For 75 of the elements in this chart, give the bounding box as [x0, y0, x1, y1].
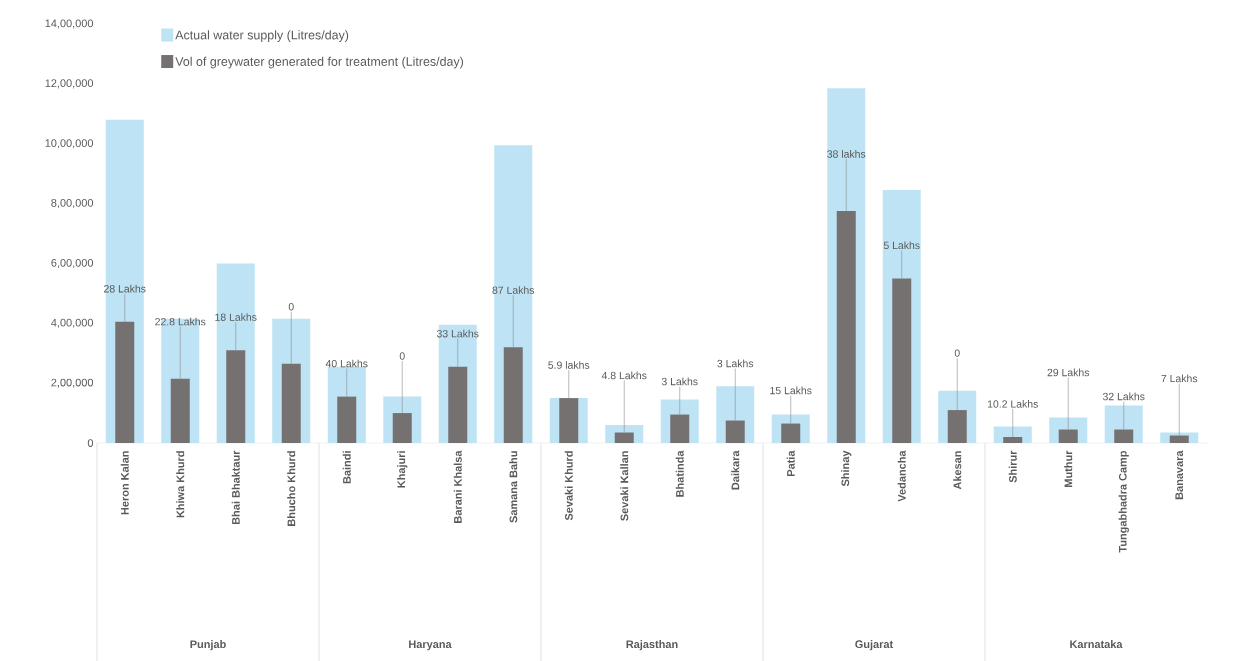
- annotation: 4.8 Lakhs: [601, 371, 647, 380]
- x-tick-label: Samana Bahu: [509, 451, 518, 523]
- annotation: 7 Lakhs: [1161, 374, 1198, 383]
- x-tick-label: Tungabhadra Camp: [1118, 450, 1129, 553]
- bar: [614, 432, 634, 443]
- x-tick-label: Banavara: [1175, 450, 1184, 500]
- bar: [781, 423, 801, 443]
- x-tick-label: Akesan: [953, 451, 962, 490]
- text: Gujarat: [855, 640, 894, 651]
- x-tick-label: Bhai Bhaktaur: [231, 450, 240, 525]
- annotation: 3 Lakhs: [717, 359, 754, 368]
- y-tick-label: 14,00,000: [45, 19, 94, 29]
- annotation: 0: [288, 302, 294, 311]
- x-tick-label: Shirur: [1008, 450, 1017, 483]
- y-tick-label: 12,00,000: [45, 79, 94, 89]
- bar: [1169, 435, 1189, 443]
- bar: [1114, 429, 1134, 443]
- x-tick-label: Muthur: [1064, 450, 1073, 487]
- bar: [281, 363, 301, 443]
- bar: [115, 321, 135, 443]
- annotation: 5 Lakhs: [883, 241, 920, 250]
- bar: [892, 278, 912, 443]
- y-tick-label: 8,00,000: [51, 199, 94, 209]
- annotation: 0: [399, 352, 405, 360]
- annotation: 15 Lakhs: [770, 386, 812, 395]
- annotation: 0: [954, 349, 960, 357]
- y-tick-label: 6,00,000: [51, 258, 94, 268]
- x-tick-label: Bhucho Khurd: [287, 451, 296, 526]
- annotation: 3 Lakhs: [661, 377, 698, 386]
- x-tick-label: Sevaki Kallan: [620, 451, 629, 521]
- x-tick-label: Vedancha: [897, 450, 906, 502]
- bar: [448, 366, 468, 443]
- x-tick-label: Baindi: [342, 451, 351, 484]
- text: Rajasthan: [626, 640, 678, 651]
- x-tick-label: Khiwa Khurd: [176, 451, 185, 518]
- bar: [947, 410, 967, 443]
- y-tick-label: 0: [87, 439, 94, 447]
- x-tick-label: Sevaki Khurd: [564, 451, 573, 521]
- annotation: 5.9 lakhs: [548, 361, 590, 369]
- annotation: 38 lakhs: [827, 150, 866, 158]
- bar: [503, 347, 523, 443]
- y-tick-label: 2,00,000: [51, 378, 94, 388]
- annotation: 87 Lakhs: [492, 286, 535, 294]
- bar: [226, 350, 246, 443]
- y-tick-label: 4,00,000: [51, 318, 94, 328]
- y-tick-label: 10,00,000: [45, 139, 94, 149]
- annotation: 18 Lakhs: [215, 313, 257, 321]
- annotation: 10.2 Lakhs: [987, 400, 1038, 408]
- bar: [1003, 437, 1023, 443]
- legend-label: Vol of greywater generated for treatment (Litres/day): [175, 56, 464, 69]
- annotation: 40 Lakhs: [325, 359, 368, 368]
- text: Punjab: [190, 640, 226, 651]
- legend-label: Actual water supply (Litres/day): [175, 30, 349, 42]
- annotation: 32 Lakhs: [1102, 392, 1145, 401]
- x-tick-label: Daikara: [731, 450, 740, 490]
- x-tick-label: Shinay: [841, 450, 852, 487]
- annotation: 29 Lakhs: [1047, 368, 1090, 377]
- bar: [670, 414, 690, 443]
- bar: [836, 211, 856, 443]
- text: Haryana: [409, 640, 452, 651]
- x-tick-label: Patia: [786, 450, 795, 476]
- annotation: 33 Lakhs: [436, 329, 479, 338]
- annotation: 22.8 Lakhs: [155, 317, 206, 326]
- bar: [559, 398, 579, 443]
- x-tick-label: Khajuri: [397, 451, 408, 488]
- x-tick-label: Heron Kalan: [120, 451, 129, 515]
- bar: [392, 413, 412, 443]
- x-tick-label: Barani Khalsa: [453, 450, 462, 523]
- text: Karnataka: [1070, 640, 1123, 649]
- bar: [337, 396, 357, 443]
- bar: [1058, 429, 1078, 443]
- bar: [170, 378, 190, 443]
- x-tick-label: Bhatinda: [675, 450, 684, 497]
- bar: [725, 420, 745, 443]
- annotation: 28 Lakhs: [104, 284, 146, 293]
